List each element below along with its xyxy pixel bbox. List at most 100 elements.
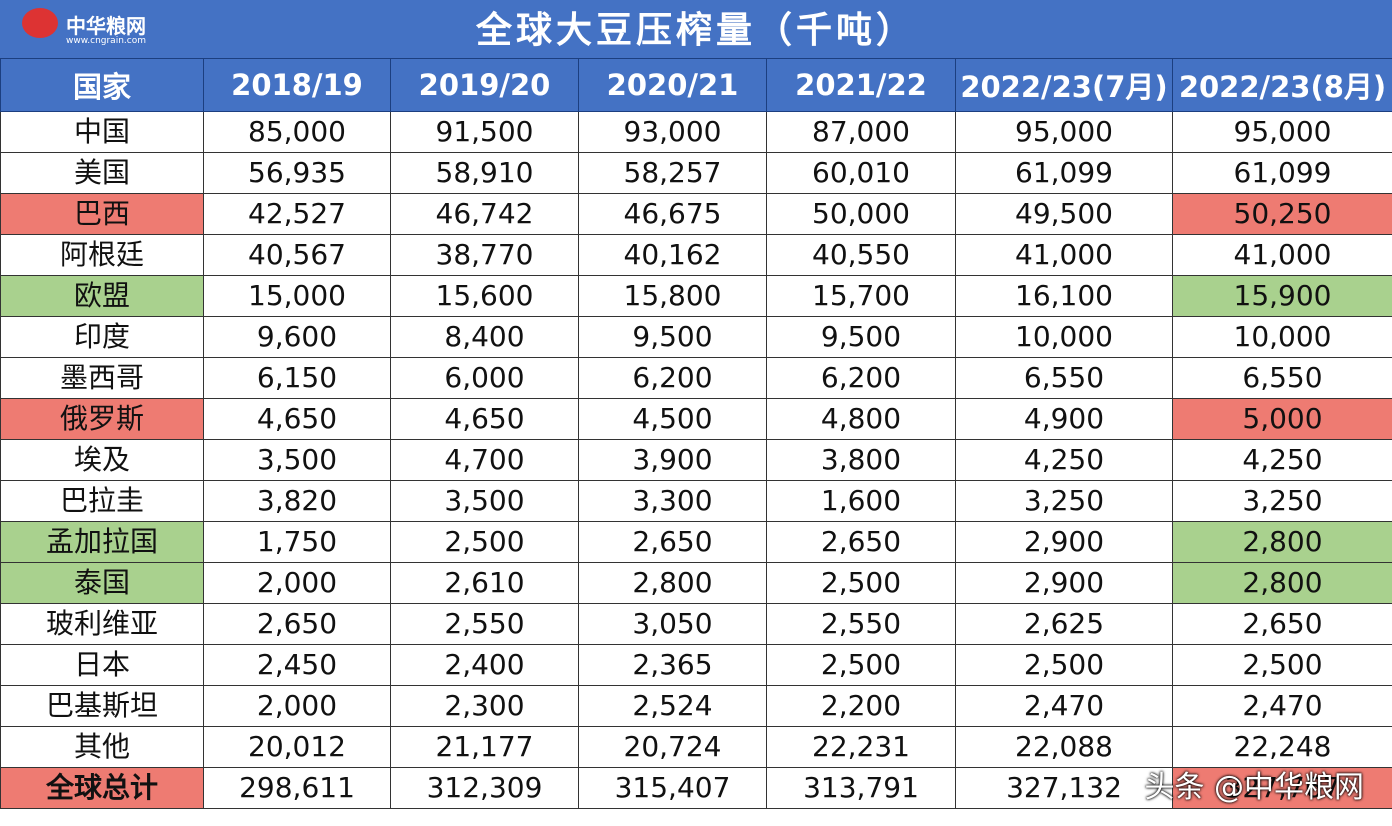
- value-cell: 15,800: [578, 275, 767, 317]
- table-row: 印度 9,600 8,400 9,500 9,500 10,000 10,000: [0, 316, 1392, 358]
- value-cell: 312,309: [390, 767, 579, 809]
- value-cell: 3,300: [578, 480, 767, 522]
- value-cell: 2,650: [203, 603, 391, 645]
- value-cell: 4,900: [955, 398, 1173, 440]
- value-cell: 61,099: [1172, 152, 1392, 194]
- value-cell: 2,300: [390, 685, 579, 727]
- value-cell: 38,770: [390, 234, 579, 276]
- value-cell: 95,000: [955, 111, 1173, 153]
- header-row: 国家 2018/19 2019/20 2020/21 2021/22 2022/23(7月…: [0, 58, 1392, 112]
- table-row: 中国 85,000 91,500 93,000 87,000 95,000 95,000: [0, 111, 1392, 153]
- country-cell: 墨西哥: [0, 357, 204, 399]
- value-cell: 22,231: [766, 726, 956, 768]
- value-cell: 58,257: [578, 152, 767, 194]
- value-cell: 3,500: [203, 439, 391, 481]
- country-cell: 其他: [0, 726, 204, 768]
- country-cell: 玻利维亚: [0, 603, 204, 645]
- column-header: 2020/21: [578, 58, 767, 112]
- value-cell: 20,724: [578, 726, 767, 768]
- value-cell: 49,500: [955, 193, 1173, 235]
- value-cell: 8,400: [390, 316, 579, 358]
- value-cell: 16,100: [955, 275, 1173, 317]
- value-cell: 298,611: [203, 767, 391, 809]
- value-cell: 50,000: [766, 193, 956, 235]
- country-cell: 日本: [0, 644, 204, 686]
- value-cell: 46,742: [390, 193, 579, 235]
- value-cell: 9,500: [578, 316, 767, 358]
- value-cell: 41,000: [1172, 234, 1392, 276]
- value-cell: 93,000: [578, 111, 767, 153]
- value-cell: 9,500: [766, 316, 956, 358]
- value-cell: 3,050: [578, 603, 767, 645]
- value-cell: 22,248: [1172, 726, 1392, 768]
- value-cell: 6,200: [578, 357, 767, 399]
- value-cell: 21,177: [390, 726, 579, 768]
- table-row: 俄罗斯 4,650 4,650 4,500 4,800 4,900 5,000: [0, 398, 1392, 440]
- value-cell: 61,099: [955, 152, 1173, 194]
- value-cell: 2,550: [390, 603, 579, 645]
- value-cell: 87,000: [766, 111, 956, 153]
- value-cell: 2,610: [390, 562, 579, 604]
- column-header: 国家: [0, 58, 204, 112]
- table-row: 孟加拉国 1,750 2,500 2,650 2,650 2,900 2,800: [0, 521, 1392, 563]
- value-cell: 40,550: [766, 234, 956, 276]
- logo-url: www.cngrain.com: [66, 36, 146, 46]
- value-cell: 2,000: [203, 685, 391, 727]
- value-cell: 20,012: [203, 726, 391, 768]
- value-cell: 40,162: [578, 234, 767, 276]
- value-cell: 2,900: [955, 562, 1173, 604]
- value-cell: 2,524: [578, 685, 767, 727]
- value-cell: 2,650: [1172, 603, 1392, 645]
- value-cell: 9,600: [203, 316, 391, 358]
- value-cell: 3,500: [390, 480, 579, 522]
- value-cell: 2,900: [955, 521, 1173, 563]
- country-cell: 中国: [0, 111, 204, 153]
- title: 全球大豆压榨量（千吨）: [475, 10, 916, 51]
- value-cell: 2,625: [955, 603, 1173, 645]
- table-row: 欧盟 15,000 15,600 15,800 15,700 16,100 15,900: [0, 275, 1392, 317]
- value-cell: 4,700: [390, 439, 579, 481]
- value-cell: 85,000: [203, 111, 391, 153]
- value-cell: 4,250: [955, 439, 1173, 481]
- value-cell: 10,000: [1172, 316, 1392, 358]
- value-cell: 46,675: [578, 193, 767, 235]
- watermark: 头条 @中华粮网: [1144, 770, 1364, 805]
- country-cell: 印度: [0, 316, 204, 358]
- value-cell: 2,550: [766, 603, 956, 645]
- value-cell: 2,500: [1172, 644, 1392, 686]
- value-cell: 2,500: [766, 562, 956, 604]
- value-cell: 6,550: [1172, 357, 1392, 399]
- value-cell: 3,250: [1172, 480, 1392, 522]
- value-cell: 4,250: [1172, 439, 1392, 481]
- value-cell: 4,650: [390, 398, 579, 440]
- country-cell: 阿根廷: [0, 234, 204, 276]
- value-cell: 2,200: [766, 685, 956, 727]
- country-cell: 全球总计: [0, 767, 204, 809]
- value-cell: 91,500: [390, 111, 579, 153]
- value-cell: 15,900: [1172, 275, 1392, 317]
- table-row: 美国 56,935 58,910 58,257 60,010 61,099 61,099: [0, 152, 1392, 194]
- table-row: 巴西 42,527 46,742 46,675 50,000 49,500 50,250: [0, 193, 1392, 235]
- value-cell: 50,250: [1172, 193, 1392, 235]
- value-cell: 95,000: [1172, 111, 1392, 153]
- value-cell: 58,910: [390, 152, 579, 194]
- logo: 中华粮网 www.cngrain.com: [22, 8, 146, 46]
- value-cell: 2,500: [955, 644, 1173, 686]
- table-row: 阿根廷 40,567 38,770 40,162 40,550 41,000 41,000: [0, 234, 1392, 276]
- value-cell: 2,470: [1172, 685, 1392, 727]
- value-cell: 3,250: [955, 480, 1173, 522]
- value-cell: 2,800: [578, 562, 767, 604]
- country-cell: 俄罗斯: [0, 398, 204, 440]
- value-cell: 2,000: [203, 562, 391, 604]
- value-cell: 41,000: [955, 234, 1173, 276]
- value-cell: 40,567: [203, 234, 391, 276]
- value-cell: 2,500: [390, 521, 579, 563]
- column-header: 2022/23(8月): [1172, 58, 1392, 112]
- value-cell: 327,132: [955, 767, 1173, 809]
- value-cell: 2,450: [203, 644, 391, 686]
- country-cell: 巴西: [0, 193, 204, 235]
- value-cell: 22,088: [955, 726, 1173, 768]
- value-cell: 6,150: [203, 357, 391, 399]
- value-cell: 56,935: [203, 152, 391, 194]
